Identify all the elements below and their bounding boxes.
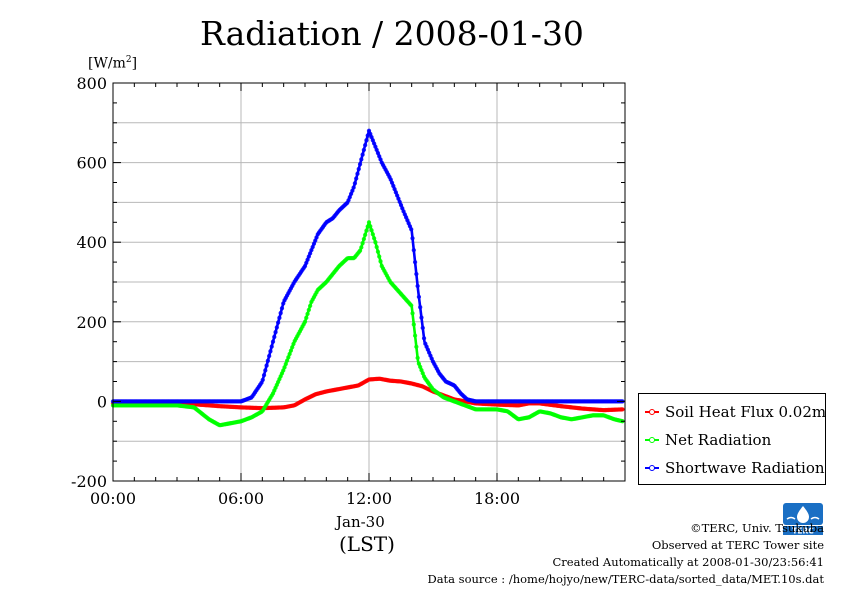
y-tick-label: 400: [76, 233, 107, 252]
y-tick-label: 0: [97, 392, 107, 411]
grid-lines: [113, 83, 625, 481]
chart-title: Radiation / 2008-01-30: [200, 14, 584, 53]
legend-item-soil-heat-flux: Soil Heat Flux 0.02m: [645, 402, 826, 422]
x-tick-label: 18:00: [474, 489, 520, 508]
y-tick-label: 200: [76, 313, 107, 332]
series-2: [110, 128, 625, 404]
x-axis-date-label: Jan-30: [336, 513, 385, 531]
x-axis-label: (LST): [339, 532, 395, 556]
footer-created: Created Automatically at 2008-01-30/23:5…: [552, 555, 825, 569]
terc-logo-icon: TERC: [783, 503, 823, 535]
legend-swatch-green: [645, 436, 659, 444]
legend-item-net-radiation: Net Radiation: [645, 430, 771, 450]
legend-label-shortwave-radiation: Shortwave Radiation: [665, 459, 825, 477]
footer-observed: Observed at TERC Tower site: [651, 538, 824, 552]
x-tick-label: 12:00: [346, 489, 392, 508]
y-axis-unit-end: ]: [131, 55, 138, 72]
y-tick-label: 600: [76, 154, 107, 173]
x-tick-label: 06:00: [218, 489, 264, 508]
footer-source: Data source : /home/hojyo/new/TERC-data/…: [427, 572, 824, 586]
axis-ticks: -200 0 200 400 600 800 00:00 06:00 12:00 18:00: [71, 74, 626, 508]
legend-swatch-blue: [645, 464, 659, 472]
series-line: [111, 221, 625, 427]
y-axis-unit-exponent: 2: [125, 55, 132, 65]
legend-item-shortwave-radiation: Shortwave Radiation: [645, 458, 825, 478]
series-line: [111, 377, 625, 412]
series-layer: [110, 128, 625, 428]
legend-label-net-radiation: Net Radiation: [665, 431, 772, 449]
legend: Soil Heat Flux 0.02m Net Radiation Short…: [638, 393, 826, 485]
x-tick-label: 00:00: [90, 489, 136, 508]
legend-swatch-red: [645, 408, 659, 416]
footer-copyright: ©TERC, Univ. Tsukuba: [690, 521, 824, 535]
y-tick-label: -200: [71, 472, 107, 491]
series-line: [111, 129, 625, 403]
y-axis-unit: [W/m2]: [88, 55, 137, 72]
y-tick-label: 800: [76, 74, 107, 93]
series-1: [110, 220, 625, 428]
legend-label-soil-heat-flux: Soil Heat Flux 0.02m: [665, 403, 827, 421]
logo-text: TERC: [792, 527, 814, 536]
y-axis-unit-base: [W/m: [88, 55, 126, 72]
